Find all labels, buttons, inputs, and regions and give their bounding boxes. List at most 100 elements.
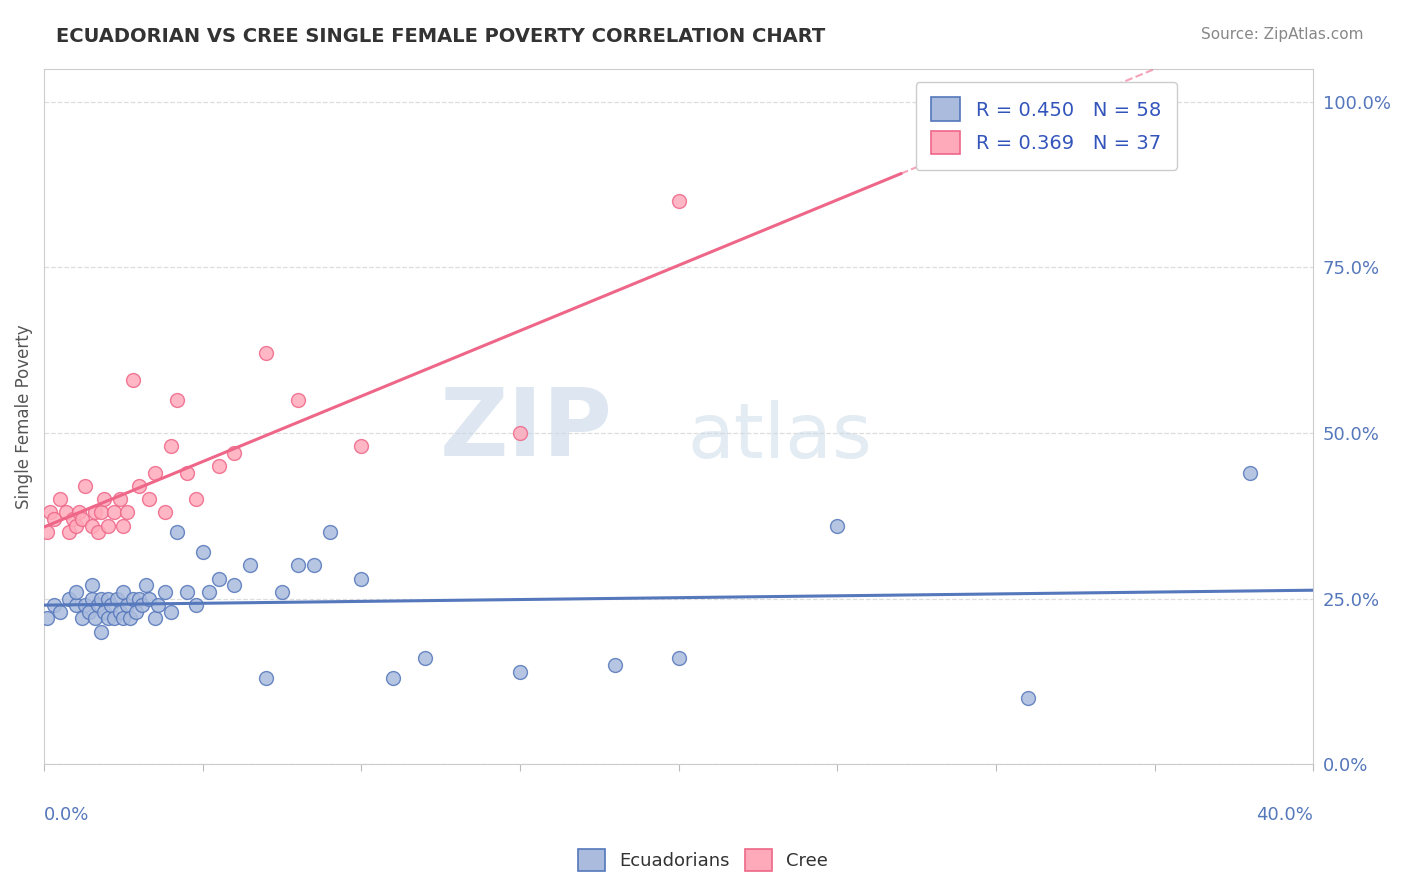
Point <box>37 611 59 625</box>
Point <box>37 525 59 540</box>
Point <box>128 479 150 493</box>
Point <box>125 605 148 619</box>
Y-axis label: Single Female Poverty: Single Female Poverty <box>15 324 32 508</box>
Point <box>110 492 132 507</box>
Point <box>112 585 135 599</box>
Point <box>65 518 87 533</box>
Point <box>135 578 157 592</box>
Point <box>80 518 103 533</box>
Point <box>254 671 277 685</box>
Point <box>350 572 373 586</box>
Point <box>186 599 208 613</box>
Point <box>115 506 138 520</box>
Point <box>39 506 62 520</box>
Point <box>122 591 145 606</box>
Point <box>100 599 122 613</box>
Point <box>176 585 198 599</box>
Point <box>128 591 150 606</box>
Point <box>70 512 93 526</box>
Point <box>80 578 103 592</box>
Point <box>153 585 176 599</box>
Point <box>198 585 221 599</box>
Point <box>509 665 531 679</box>
Point <box>1239 466 1261 480</box>
Text: atlas: atlas <box>688 401 873 475</box>
Point <box>827 518 849 533</box>
Point <box>93 605 115 619</box>
Point <box>97 611 120 625</box>
Point <box>103 506 125 520</box>
Point <box>97 518 120 533</box>
Point <box>83 611 105 625</box>
Point <box>93 492 115 507</box>
Point <box>49 605 72 619</box>
Point <box>143 466 166 480</box>
Point <box>413 651 436 665</box>
Point <box>143 611 166 625</box>
Point <box>302 558 325 573</box>
Point <box>287 392 309 407</box>
Legend: R = 0.450   N = 58, R = 0.369   N = 37: R = 0.450 N = 58, R = 0.369 N = 37 <box>915 82 1177 170</box>
Point <box>166 525 188 540</box>
Point <box>55 506 77 520</box>
Point <box>83 506 105 520</box>
Point <box>112 611 135 625</box>
Point <box>90 591 112 606</box>
Point <box>186 492 208 507</box>
Point <box>207 572 229 586</box>
Legend: Ecuadorians, Cree: Ecuadorians, Cree <box>571 842 835 879</box>
Point <box>90 506 112 520</box>
Point <box>160 439 183 453</box>
Point <box>153 506 176 520</box>
Point <box>42 599 65 613</box>
Point <box>668 194 690 208</box>
Point <box>77 605 100 619</box>
Point <box>65 599 87 613</box>
Point <box>138 591 160 606</box>
Point <box>271 585 294 599</box>
Point <box>224 578 246 592</box>
Point <box>87 599 110 613</box>
Point <box>90 624 112 639</box>
Point <box>42 512 65 526</box>
Point <box>207 459 229 474</box>
Point <box>509 425 531 440</box>
Point <box>224 446 246 460</box>
Text: 40.0%: 40.0% <box>1257 806 1313 824</box>
Text: Source: ZipAtlas.com: Source: ZipAtlas.com <box>1201 27 1364 42</box>
Text: ECUADORIAN VS CREE SINGLE FEMALE POVERTY CORRELATION CHART: ECUADORIAN VS CREE SINGLE FEMALE POVERTY… <box>56 27 825 45</box>
Point <box>75 599 97 613</box>
Point <box>166 392 188 407</box>
Point <box>87 525 110 540</box>
Point <box>122 373 145 387</box>
Point <box>65 585 87 599</box>
Point <box>318 525 340 540</box>
Point <box>138 492 160 507</box>
Point <box>605 657 627 672</box>
Point <box>160 605 183 619</box>
Point <box>49 492 72 507</box>
Text: 0.0%: 0.0% <box>44 806 90 824</box>
Point <box>97 591 120 606</box>
Point <box>382 671 405 685</box>
Point <box>105 591 128 606</box>
Point <box>110 605 132 619</box>
Point <box>80 591 103 606</box>
Point <box>668 651 690 665</box>
Point <box>58 591 80 606</box>
Point <box>191 545 214 559</box>
Point <box>254 346 277 360</box>
Point <box>115 599 138 613</box>
Point <box>176 466 198 480</box>
Point <box>70 611 93 625</box>
Point <box>131 599 153 613</box>
Point <box>67 506 90 520</box>
Point <box>103 611 125 625</box>
Point <box>350 439 373 453</box>
Point <box>58 525 80 540</box>
Point <box>118 611 141 625</box>
Point <box>148 599 170 613</box>
Point <box>1017 691 1039 706</box>
Point <box>112 518 135 533</box>
Point <box>239 558 262 573</box>
